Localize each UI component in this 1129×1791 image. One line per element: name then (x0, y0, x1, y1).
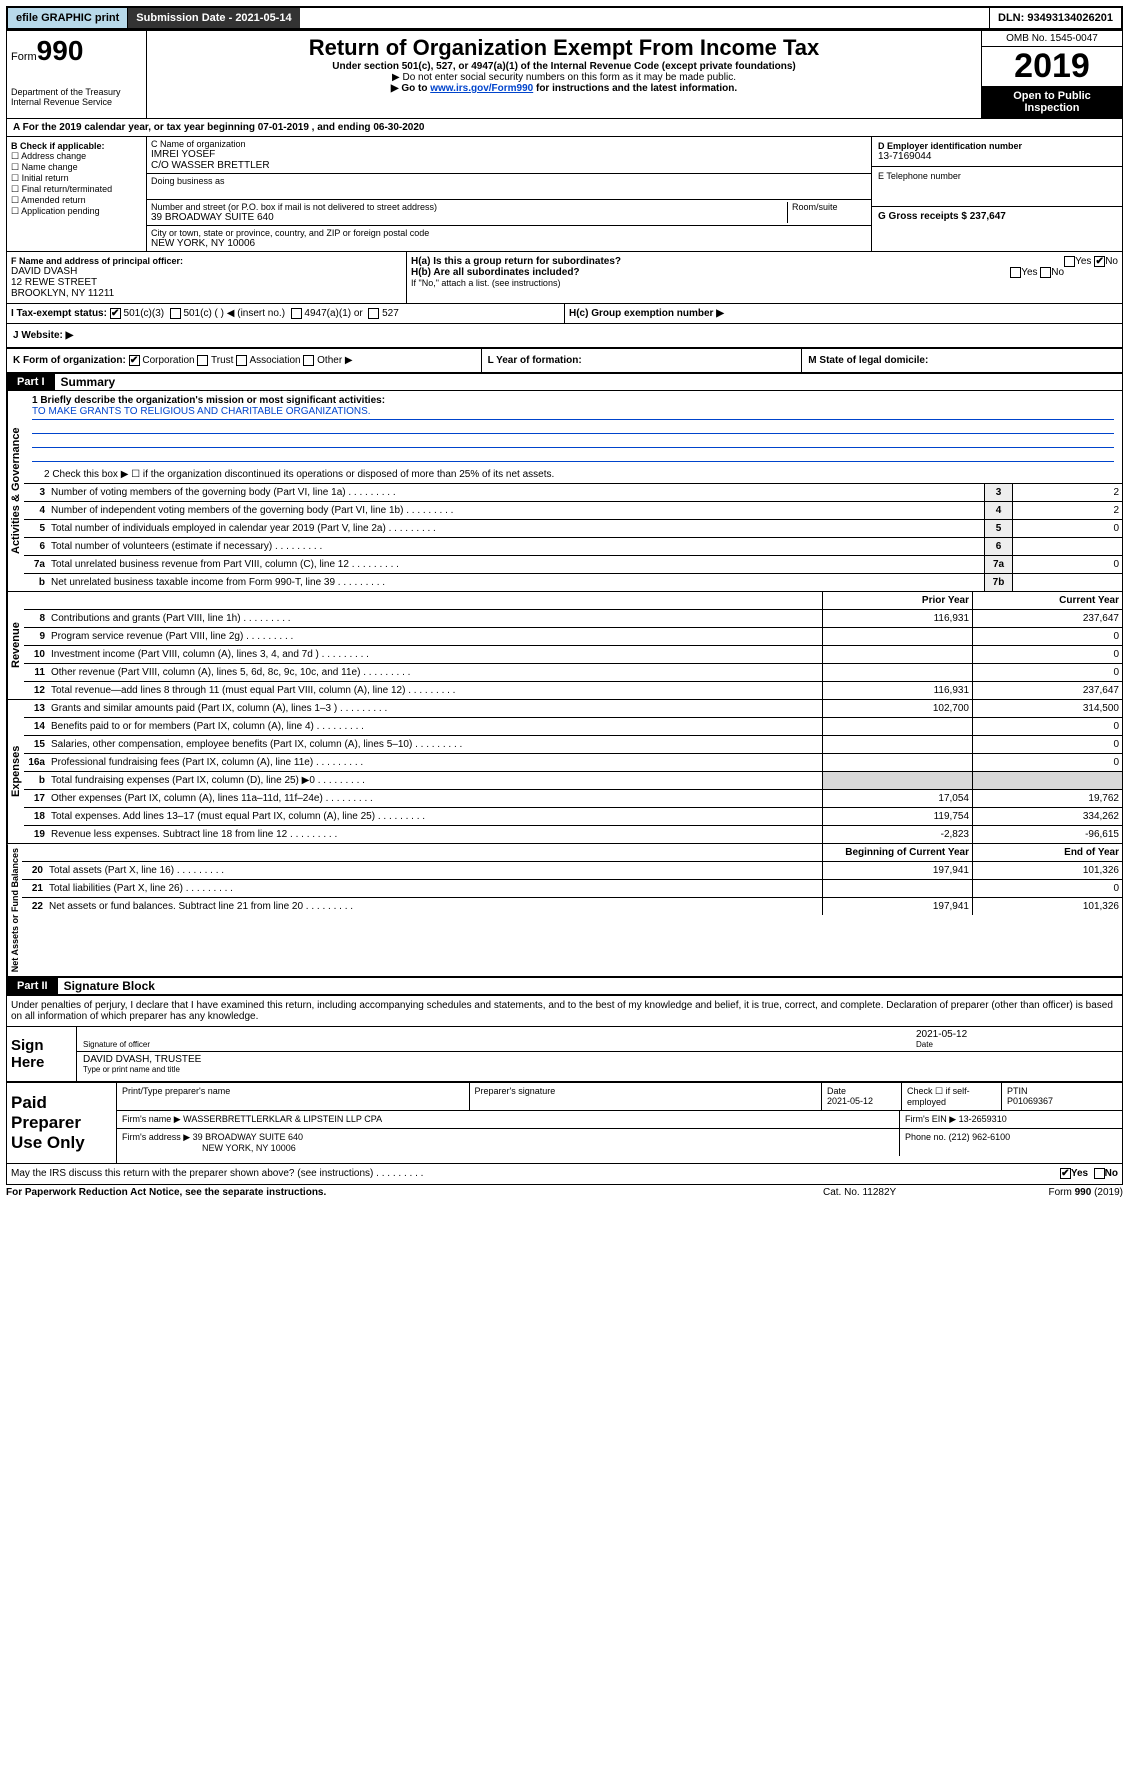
part-2-header: Part II (7, 978, 58, 994)
part-1-header: Part I (7, 374, 55, 390)
efile-button[interactable]: efile GRAPHIC print (8, 8, 128, 28)
discuss-yes-check[interactable] (1060, 1168, 1071, 1179)
entity-block: B Check if applicable: ☐ Address change … (6, 137, 1123, 252)
firm-phone: (212) 962-6100 (949, 1132, 1011, 1142)
open-public-badge: Open to Public Inspection (982, 86, 1122, 118)
form-note-1: ▶ Do not enter social security numbers o… (151, 72, 977, 83)
tax-year: 2019 (982, 47, 1122, 86)
form-title: Return of Organization Exempt From Incom… (151, 35, 977, 61)
form-footer: Form 990 (2019) (973, 1187, 1123, 1198)
sign-here-label: Sign Here (7, 1027, 77, 1081)
section-b-label: B Check if applicable: (11, 141, 105, 151)
firm-ein: 13-2659310 (959, 1114, 1007, 1124)
paid-preparer-label: Paid Preparer Use Only (7, 1083, 117, 1163)
print-preparer-label: Print/Type preparer's name (117, 1083, 470, 1110)
perjury-declaration: Under penalties of perjury, I declare th… (7, 996, 1122, 1026)
e-label: E Telephone number (878, 171, 1116, 181)
k-form-org: K Form of organization: Corporation Trus… (7, 349, 482, 372)
section-governance: Activities & Governance (7, 391, 24, 591)
line-2: 2 Check this box ▶ ☐ if the organization… (24, 466, 1122, 483)
col-beginning: Beginning of Current Year (822, 844, 972, 861)
city-state-zip: NEW YORK, NY 10006 (151, 238, 867, 249)
h-a: H(a) Is this a group return for subordin… (411, 256, 1118, 267)
chk-name-change[interactable]: ☐ Name change (11, 162, 142, 173)
preparer-date: 2021-05-12 (827, 1096, 873, 1106)
section-revenue: Revenue (7, 592, 24, 699)
dln: DLN: 93493134026201 (989, 8, 1121, 28)
self-employed-check[interactable]: Check ☐ if self-employed (902, 1083, 1002, 1110)
h-b-note: If "No," attach a list. (see instruction… (411, 278, 1118, 288)
f-label: F Name and address of principal officer: (11, 256, 183, 266)
section-expenses: Expenses (7, 700, 24, 843)
chk-address-change[interactable]: ☐ Address change (11, 151, 142, 162)
mission-text: TO MAKE GRANTS TO RELIGIOUS AND CHARITAB… (32, 406, 1114, 420)
officer-print-name: DAVID DVASH, TRUSTEE (83, 1054, 201, 1065)
top-bar: efile GRAPHIC print Submission Date - 20… (6, 6, 1123, 30)
chk-initial-return[interactable]: ☐ Initial return (11, 173, 142, 184)
part-2-title: Signature Block (58, 979, 155, 993)
addr-label: Number and street (or P.O. box if mail i… (151, 202, 787, 212)
gross-receipts: 237,647 (970, 211, 1006, 222)
tax-year-line: A For the 2019 calendar year, or tax yea… (7, 119, 430, 136)
officer-city: BROOKLYN, NY 11211 (11, 288, 402, 299)
col-end: End of Year (972, 844, 1122, 861)
m-state-domicile: M State of legal domicile: (808, 355, 928, 366)
dept-treasury: Department of the Treasury (11, 87, 142, 97)
paperwork-notice: For Paperwork Reduction Act Notice, see … (6, 1187, 326, 1198)
firm-address-1: 39 BROADWAY SUITE 640 (193, 1132, 303, 1142)
website-label: J Website: ▶ (13, 330, 73, 341)
chk-final-return[interactable]: ☐ Final return/terminated (11, 184, 142, 195)
mission-label: 1 Briefly describe the organization's mi… (32, 395, 385, 406)
room-label: Room/suite (787, 202, 867, 223)
dept-irs: Internal Revenue Service (11, 97, 142, 107)
h-b: H(b) Are all subordinates included? Yes … (411, 267, 1118, 278)
col-prior-year: Prior Year (822, 592, 972, 609)
cat-no: Cat. No. 11282Y (823, 1187, 973, 1198)
org-name-2: C/O WASSER BRETTLER (151, 160, 867, 171)
ptin: P01069367 (1007, 1096, 1053, 1106)
discuss-no-check[interactable] (1094, 1168, 1105, 1179)
part-1-title: Summary (55, 375, 116, 389)
omb-number: OMB No. 1545-0047 (982, 31, 1122, 47)
form-subtitle: Under section 501(c), 527, or 4947(a)(1)… (151, 61, 977, 72)
chk-amended[interactable]: ☐ Amended return (11, 195, 142, 206)
street-address: 39 BROADWAY SUITE 640 (151, 212, 787, 223)
org-name-1: IMREI YOSEF (151, 149, 867, 160)
c-label: C Name of organization (151, 139, 867, 149)
firm-address-2: NEW YORK, NY 10006 (122, 1143, 296, 1153)
city-label: City or town, state or province, country… (151, 228, 867, 238)
firm-name: WASSERBRETTLERKLAR & LIPSTEIN LLP CPA (183, 1114, 382, 1124)
form-header: Form990 Department of the Treasury Inter… (6, 30, 1123, 119)
h-c: H(c) Group exemption number ▶ (569, 308, 724, 319)
ein-value: 13-7169044 (878, 151, 1116, 162)
preparer-sig-label: Preparer's signature (470, 1083, 823, 1110)
submission-date: Submission Date - 2021-05-14 (128, 8, 299, 28)
l-year-formation: L Year of formation: (488, 355, 582, 366)
chk-app-pending[interactable]: ☐ Application pending (11, 206, 142, 217)
form-number: Form990 (11, 35, 142, 67)
sig-officer-label: Signature of officer (83, 1040, 916, 1049)
section-net-assets: Net Assets or Fund Balances (7, 844, 22, 976)
dba-label: Doing business as (151, 176, 867, 186)
discuss-question: May the IRS discuss this return with the… (11, 1168, 1060, 1179)
form-note-2: ▶ Go to www.irs.gov/Form990 for instruct… (151, 83, 977, 94)
g-label: G Gross receipts $ (878, 211, 967, 222)
tax-exempt-status: I Tax-exempt status: 501(c)(3) 501(c) ( … (7, 304, 565, 323)
officer-street: 12 REWE STREET (11, 277, 402, 288)
officer-name: DAVID DVASH (11, 266, 402, 277)
sig-date: 2021-05-12 (916, 1029, 1116, 1040)
d-label: D Employer identification number (878, 141, 1022, 151)
col-current-year: Current Year (972, 592, 1122, 609)
instructions-link[interactable]: www.irs.gov/Form990 (430, 83, 533, 94)
chk-501c3[interactable] (110, 308, 121, 319)
